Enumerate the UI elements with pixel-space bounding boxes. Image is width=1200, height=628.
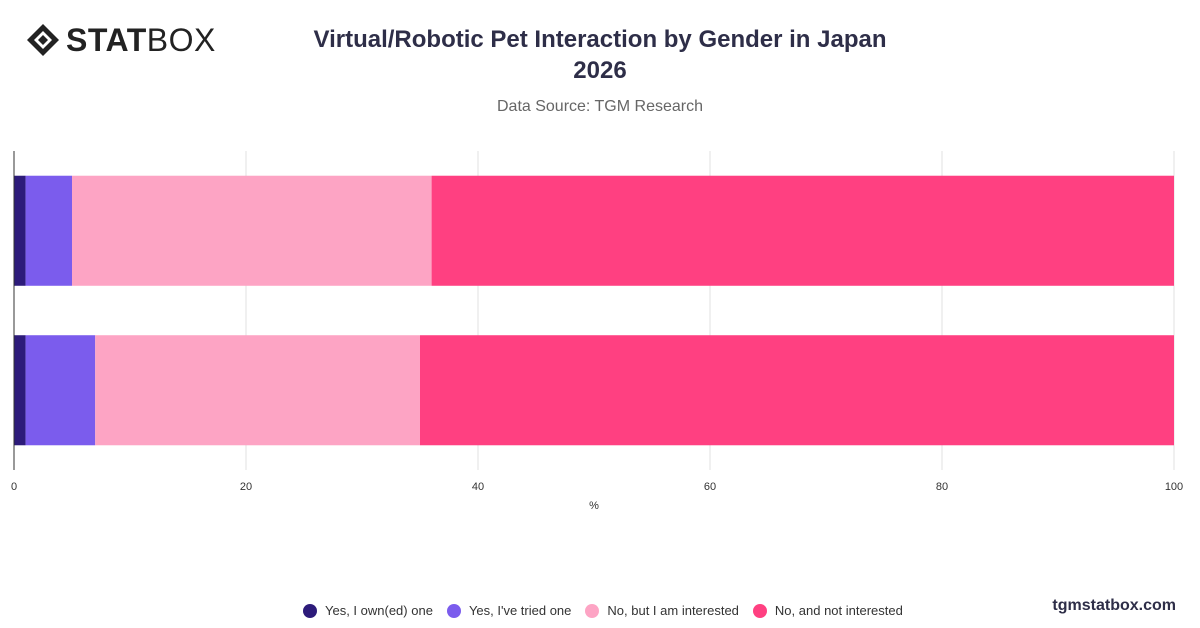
x-axis-title: % (589, 500, 599, 512)
chart-legend: Yes, I own(ed) one Yes, I've tried one No,… (303, 603, 903, 618)
logo-text-bold: STAT (66, 22, 147, 58)
x-tick-label: 20 (240, 481, 252, 493)
legend-label: Yes, I own(ed) one (325, 603, 433, 618)
bar-segment (25, 335, 96, 446)
bar-segment (25, 175, 73, 286)
x-tick-label: 100 (1165, 481, 1183, 493)
legend-marker (752, 603, 767, 618)
legend-item[interactable]: No, but I am interested (585, 603, 739, 618)
statbox-logo-icon (27, 24, 59, 56)
x-tick-label: 40 (472, 481, 484, 493)
chart-header: Virtual/Robotic Pet Interaction by Gende… (200, 24, 1000, 116)
chart-title: Virtual/Robotic Pet Interaction by Gende… (313, 26, 887, 84)
footer-brand: tgmstatbox.com (1052, 597, 1176, 614)
x-tick-label: 80 (936, 481, 948, 493)
logo-text-light: BOX (146, 22, 216, 58)
legend-marker (446, 603, 461, 618)
bar-segment (14, 335, 26, 446)
bar-segment (420, 335, 1174, 446)
legend-marker (585, 603, 600, 618)
chart-subtitle: Data Source: TGM Research (496, 98, 703, 115)
legend-label: No, and not interested (774, 603, 903, 618)
x-tick-label: 0 (11, 481, 17, 493)
legend-item[interactable]: Yes, I own(ed) one (303, 603, 433, 618)
bar-segment (431, 175, 1175, 286)
x-tick-label: 60 (704, 481, 716, 493)
bar-segment (14, 175, 26, 286)
legend-label: Yes, I've tried one (468, 603, 572, 618)
axes: 0 20 40 60 80 100% (11, 151, 1183, 512)
legend-item[interactable]: Yes, I've tried one (446, 603, 572, 618)
legend-item[interactable]: No, and not interested (752, 603, 903, 618)
legend-label: No, but I am interested (607, 603, 739, 618)
legend-marker (303, 603, 317, 618)
bars (14, 175, 1175, 446)
logo: STATBOX (26, 22, 216, 58)
logo-wordmark: STATBOX (66, 22, 216, 58)
bar-segment (72, 175, 432, 286)
bar-segment (95, 335, 420, 446)
